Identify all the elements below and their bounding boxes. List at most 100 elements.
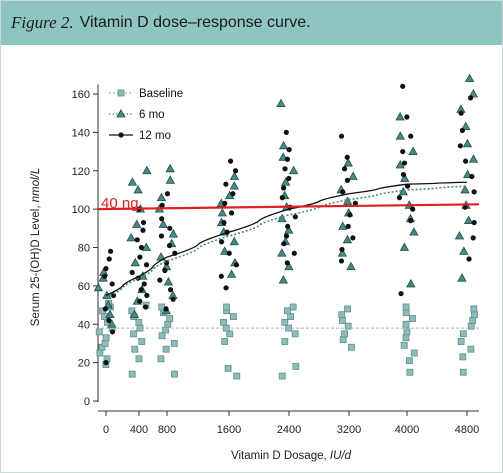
six-mo-point	[163, 277, 174, 286]
baseline-point	[223, 303, 231, 311]
baseline-point	[457, 338, 465, 345]
baseline-point	[101, 340, 109, 347]
twelve-mo-point	[283, 129, 289, 135]
twelve-mo-point	[462, 158, 469, 164]
six-mo-point	[337, 248, 348, 257]
six-mo-point	[130, 257, 140, 267]
six-mo-point	[127, 177, 138, 186]
twelve-mo-point	[230, 191, 236, 197]
six-mo-point	[464, 73, 475, 83]
six-mo-point	[277, 248, 287, 257]
twelve-mo-point	[408, 133, 414, 139]
legend-marker	[117, 89, 125, 97]
twelve-mo-point	[228, 210, 235, 216]
twelve-mo-point	[170, 296, 176, 302]
baseline-point	[403, 328, 411, 336]
baseline-point	[220, 318, 227, 326]
twelve-mo-point	[410, 206, 416, 212]
twelve-mo-point	[281, 185, 287, 191]
six-mo-point	[142, 165, 152, 175]
twelve-mo-point	[158, 233, 165, 239]
baseline-point	[470, 305, 478, 313]
baseline-point	[459, 353, 467, 361]
baseline-point	[410, 349, 418, 357]
baseline-point	[157, 355, 165, 363]
six-mo-point	[457, 273, 467, 282]
six-mo-point	[459, 246, 469, 255]
baseline-point	[289, 303, 297, 311]
twelve-mo-point	[159, 202, 165, 208]
twelve-mo-point	[107, 248, 114, 254]
twelve-mo-point	[109, 281, 115, 287]
twelve-mo-point	[345, 223, 351, 229]
twelve-mo-point	[470, 235, 476, 241]
twelve-mo-point	[159, 216, 165, 222]
twelve-mo-point	[143, 304, 149, 310]
x-tick-label: 0	[103, 424, 109, 436]
twelve-mo-point	[401, 160, 408, 166]
twelve-mo-point	[223, 181, 229, 187]
twelve-mo-point	[218, 273, 224, 279]
six-mo-point	[348, 171, 358, 180]
twelve-mo-point	[218, 239, 225, 245]
x-tick-label: 4000	[395, 424, 419, 436]
baseline-point	[287, 313, 295, 320]
twelve-mo-point	[226, 250, 232, 256]
baseline-point	[284, 307, 291, 315]
baseline-point	[344, 322, 352, 330]
twelve-mo-point	[233, 262, 239, 268]
six-mo-point	[278, 140, 289, 150]
y-tick-label: 100	[72, 204, 90, 216]
six-mo-point	[395, 112, 405, 121]
six-mo-point	[129, 309, 140, 319]
six-mo-point	[400, 173, 410, 182]
twelve-mo-point	[109, 329, 116, 335]
baseline-point	[339, 317, 346, 324]
reference-40ng-label: 40 ng	[101, 195, 139, 212]
baseline-point	[281, 338, 289, 345]
baseline-point	[402, 334, 410, 342]
y-tick-label: 160	[72, 89, 90, 101]
twelve-mo-point	[222, 200, 228, 206]
legend-marker	[118, 132, 124, 138]
baseline-point	[221, 338, 229, 345]
six-mo-point	[342, 234, 353, 244]
x-tick-label: 400	[130, 424, 148, 436]
six-mo-fit-line	[105, 185, 468, 299]
twelve-mo-point	[467, 95, 474, 101]
twelve-mo-point	[103, 360, 109, 366]
axis-labels: Vitamin D Dosage, IU/d Serum 25-(OH)D Lev…	[30, 168, 352, 462]
six-mo-point	[132, 219, 142, 228]
six-mo-point	[399, 242, 410, 251]
twelve-mo-point	[167, 287, 174, 293]
twelve-mo-point	[352, 200, 359, 206]
six-mo-point	[93, 282, 104, 292]
twelve-mo-point	[137, 298, 143, 304]
baseline-point	[402, 309, 410, 317]
twelve-mo-point	[164, 191, 171, 197]
twelve-mo-point	[227, 158, 234, 164]
six-mo-point	[158, 219, 168, 228]
y-tick-label: 120	[72, 166, 90, 178]
baseline-point	[102, 334, 110, 342]
six-mo-point	[395, 131, 406, 140]
twelve-mo-point	[471, 219, 477, 226]
reference-40ng-line	[97, 203, 480, 211]
twelve-mo-point	[232, 168, 239, 174]
baseline-point	[170, 340, 178, 347]
twelve-mo-point	[284, 156, 291, 162]
baseline-point	[233, 372, 241, 380]
data-points	[93, 73, 479, 380]
six-mo-point	[409, 227, 419, 236]
six-mo-point	[460, 184, 470, 194]
twelve-mo-point	[339, 246, 345, 253]
x-tick-label: 2400	[277, 424, 301, 436]
baseline-point	[467, 345, 475, 353]
twelve-mo-point	[279, 195, 285, 201]
six-mo-point	[408, 146, 418, 155]
baseline-point	[95, 328, 103, 336]
twelve-mo-point	[340, 189, 346, 195]
baseline-point	[338, 311, 346, 319]
legend-label: 6 mo	[139, 109, 165, 121]
baseline-point	[341, 330, 348, 338]
